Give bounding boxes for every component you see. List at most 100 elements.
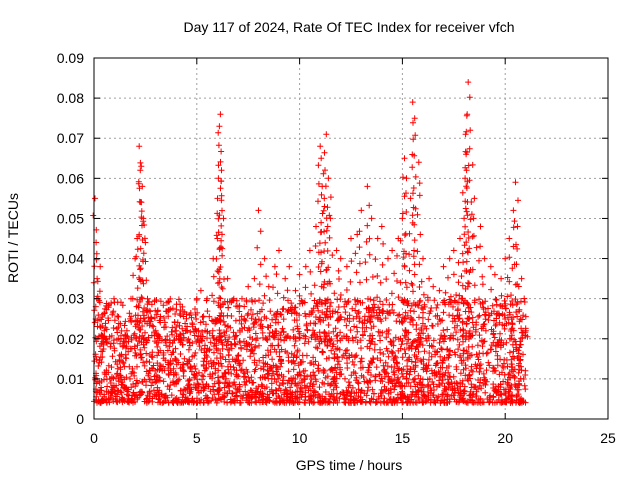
baseline-point [429, 322, 435, 329]
streak-point [350, 337, 357, 344]
baseline-point [481, 374, 488, 381]
data-point [401, 155, 408, 162]
baseline-point [520, 351, 526, 358]
x-tick-label: 10 [292, 430, 308, 446]
baseline-point [280, 373, 287, 380]
streak-point [403, 250, 409, 257]
streak-point [323, 227, 330, 234]
streak-point [128, 319, 135, 325]
baseline-point [320, 349, 326, 356]
baseline-point [517, 396, 524, 403]
baseline-point [110, 325, 117, 331]
baseline-point [454, 380, 461, 387]
streak-point [141, 315, 148, 322]
streak-point [363, 238, 370, 245]
streak-point [366, 251, 373, 258]
data-point [296, 271, 303, 278]
baseline-point [201, 367, 208, 374]
baseline-point [238, 344, 244, 351]
baseline-point [334, 309, 341, 316]
baseline-point [367, 307, 374, 314]
data-point [217, 111, 224, 118]
baseline-point [505, 388, 512, 395]
baseline-point [453, 366, 460, 373]
baseline-point [345, 379, 352, 386]
baseline-point [506, 349, 513, 356]
data-point [140, 215, 147, 222]
streak-point [513, 241, 519, 248]
data-point [426, 275, 433, 282]
streak-point [412, 301, 419, 308]
baseline-point [515, 347, 522, 354]
streak-point [103, 339, 110, 346]
baseline-point [135, 380, 141, 386]
baseline-point [114, 387, 121, 394]
streak-point [409, 317, 416, 324]
baseline-point [455, 346, 462, 353]
streak-point [138, 208, 145, 215]
baseline-point [366, 398, 373, 405]
baseline-point [388, 378, 395, 385]
baseline-point [244, 312, 251, 319]
baseline-point [119, 382, 126, 389]
baseline-point [338, 371, 345, 377]
baseline-point [260, 359, 267, 366]
baseline-point [477, 395, 484, 402]
streak-point [440, 309, 447, 316]
baseline-point [270, 333, 277, 340]
baseline-point [343, 322, 350, 329]
baseline-point [379, 301, 386, 308]
baseline-point [165, 365, 172, 372]
baseline-point [108, 364, 115, 371]
baseline-point [192, 365, 199, 372]
baseline-point [115, 313, 122, 320]
baseline-point [157, 298, 164, 305]
streak-point [416, 284, 423, 290]
baseline-point [378, 386, 385, 393]
baseline-point [269, 316, 276, 323]
data-point [193, 295, 200, 302]
baseline-point [225, 369, 232, 376]
baseline-point [111, 299, 118, 306]
baseline-point [413, 326, 420, 333]
streak-point [326, 234, 333, 241]
baseline-point [355, 308, 362, 315]
baseline-point [302, 310, 308, 317]
streak-point [466, 280, 473, 287]
baseline-point [342, 350, 349, 357]
baseline-point [407, 383, 414, 390]
streak-point [280, 316, 287, 323]
baseline-point [457, 370, 464, 377]
streak-point [267, 308, 274, 315]
streak-point [401, 315, 408, 322]
data-point [389, 247, 396, 254]
baseline-point [165, 298, 172, 305]
baseline-point [472, 328, 479, 335]
baseline-point [288, 359, 295, 366]
baseline-point [462, 365, 469, 372]
streak-point [353, 269, 360, 276]
baseline-point [480, 304, 487, 311]
streak-point [473, 244, 480, 251]
baseline-point [407, 368, 414, 375]
streak-point [417, 335, 424, 342]
streak-point [215, 269, 222, 275]
baseline-point [298, 297, 305, 304]
streak-point [517, 316, 524, 323]
baseline-point [430, 343, 436, 350]
baseline-point [333, 346, 339, 353]
baseline-point [402, 309, 409, 316]
baseline-point [278, 311, 285, 318]
streak-point [397, 279, 404, 286]
baseline-point [405, 379, 412, 386]
streak-point [214, 195, 221, 202]
baseline-point [173, 371, 180, 378]
baseline-point [174, 319, 181, 326]
streak-point [208, 317, 215, 324]
baseline-point [381, 399, 388, 406]
baseline-point [415, 372, 422, 379]
data-point [477, 223, 484, 230]
baseline-point [113, 371, 120, 378]
baseline-point [453, 398, 460, 405]
baseline-point [394, 391, 401, 398]
